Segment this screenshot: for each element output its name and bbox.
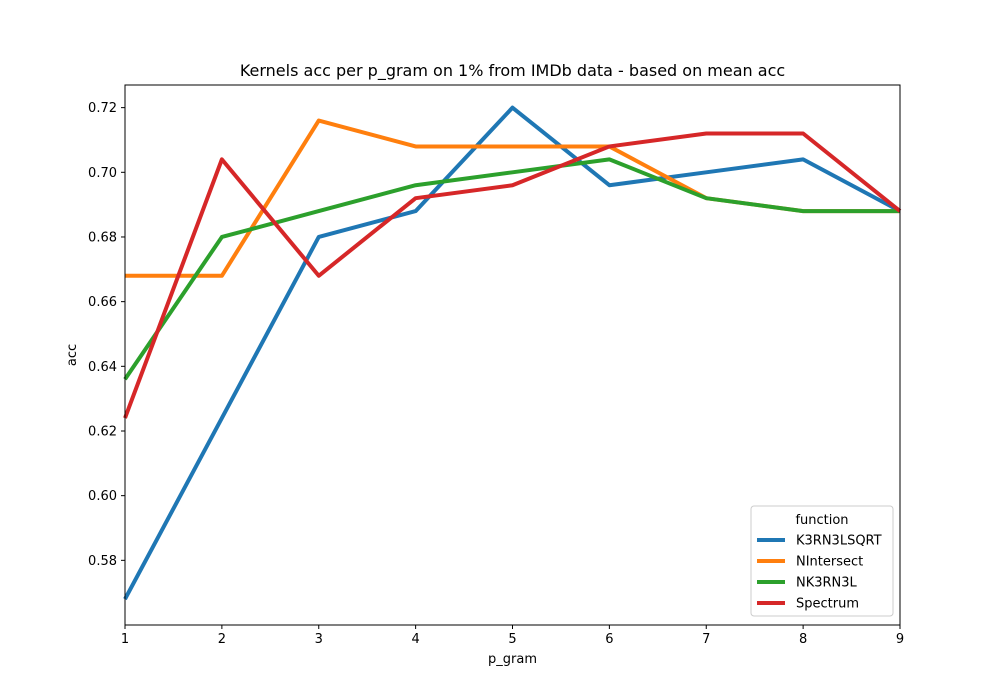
series-line-nintersect (125, 118, 900, 278)
x-axis-label: p_gram (488, 652, 537, 667)
series-line-k3rn3lsqrt (123, 105, 901, 601)
x-axis: 1 2 3 4 5 6 7 8 9 (121, 625, 904, 647)
y-axis-label: acc (65, 344, 80, 366)
legend-label-spectrum: Spectrum (796, 597, 859, 612)
series-line-spectrum (123, 131, 902, 419)
x-tick-label: 7 (702, 632, 710, 647)
y-tick-label: 0.64 (88, 360, 117, 375)
x-tick-label: 2 (218, 632, 226, 647)
legend: function K3RN3LSQRT NIntersect NK3RN3L Spec… (750, 505, 894, 617)
series-layer (123, 105, 902, 601)
legend-label-nintersect: NIntersect (796, 555, 863, 570)
legend-label-k3rn3lsqrt: K3RN3LSQRT (796, 534, 882, 549)
x-tick-label: 9 (896, 632, 904, 647)
x-tick-label: 3 (315, 632, 323, 647)
x-tick-label: 4 (411, 632, 419, 647)
legend-label-nk3rn3l: NK3RN3L (796, 576, 858, 591)
y-tick-label: 0.62 (88, 424, 117, 439)
series-line-nk3rn3l (123, 157, 900, 381)
chart-title: Kernels acc per p_gram on 1% from IMDb d… (240, 61, 785, 81)
x-tick-label: 5 (508, 632, 516, 647)
y-tick-label: 0.68 (88, 230, 117, 245)
y-tick-label: 0.70 (88, 166, 117, 181)
x-tick-label: 8 (799, 632, 807, 647)
x-tick-label: 1 (121, 632, 129, 647)
legend-box (750, 505, 894, 617)
y-tick-label: 0.66 (88, 295, 117, 310)
y-tick-label: 0.60 (88, 489, 117, 504)
y-axis: 0.58 0.60 0.62 0.64 0.66 0.68 0.70 0.72 (88, 101, 125, 569)
x-tick-label: 6 (605, 632, 613, 647)
y-tick-label: 0.58 (88, 554, 117, 569)
legend-title: function (795, 513, 848, 528)
y-tick-label: 0.72 (88, 101, 117, 116)
